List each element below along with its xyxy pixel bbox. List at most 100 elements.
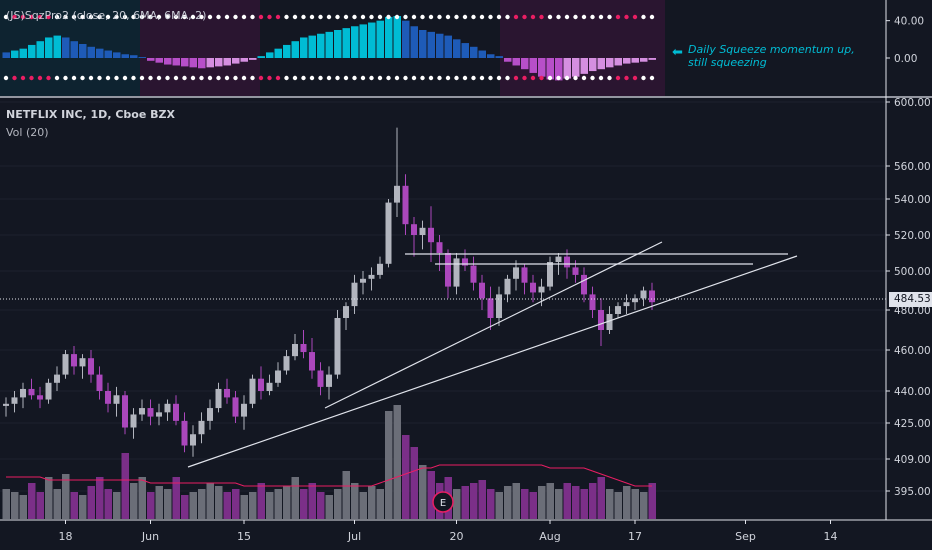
candle-body bbox=[249, 378, 256, 404]
squeeze-dot bbox=[649, 14, 655, 20]
squeeze-dot bbox=[360, 75, 366, 81]
candle-body bbox=[292, 344, 298, 357]
squeeze-dot bbox=[369, 14, 374, 20]
candle-body bbox=[326, 374, 332, 387]
candle-body bbox=[589, 294, 596, 310]
candle-body bbox=[368, 274, 375, 279]
candle-body bbox=[445, 253, 451, 287]
squeeze-dot bbox=[607, 14, 612, 20]
squeeze-dot bbox=[241, 75, 247, 81]
volume-bar bbox=[28, 483, 36, 519]
candle-body bbox=[538, 286, 545, 293]
price-tick-label: 560.00 bbox=[894, 161, 931, 173]
candle-body bbox=[224, 388, 230, 398]
squeeze-dot bbox=[462, 75, 468, 81]
squeeze-dot bbox=[88, 75, 94, 81]
squeeze-bar bbox=[555, 58, 563, 81]
squeeze-dot bbox=[428, 14, 434, 20]
squeeze-dot bbox=[564, 75, 570, 81]
squeeze-dot bbox=[122, 75, 128, 81]
trendline-upper[interactable] bbox=[324, 241, 663, 409]
squeeze-dot bbox=[190, 75, 196, 81]
squeeze-bar bbox=[240, 58, 248, 62]
candle-body bbox=[402, 185, 409, 225]
volume-bar bbox=[402, 435, 410, 519]
squeeze-bar bbox=[495, 56, 503, 58]
volume-bar bbox=[385, 411, 393, 519]
squeeze-dot bbox=[71, 14, 77, 20]
squeeze-bar bbox=[470, 46, 478, 58]
candle-body bbox=[547, 262, 553, 287]
time-tick-label: Aug bbox=[539, 530, 560, 543]
candle-body bbox=[487, 298, 494, 318]
candle-body bbox=[11, 397, 18, 404]
symbol-title[interactable]: NETFLIX INC, 1D, Cboe BZX bbox=[6, 108, 175, 121]
squeeze-dot bbox=[556, 75, 561, 81]
candle-body bbox=[640, 290, 647, 299]
volume-bar bbox=[240, 495, 248, 519]
squeeze-bar bbox=[274, 48, 282, 58]
squeeze-bar bbox=[300, 37, 308, 58]
volume-bar bbox=[19, 495, 27, 519]
squeeze-bar bbox=[53, 35, 61, 58]
squeeze-dot bbox=[641, 75, 646, 81]
squeeze-bar bbox=[342, 28, 350, 58]
squeeze-dot bbox=[131, 75, 136, 81]
squeeze-bar bbox=[308, 35, 316, 58]
squeeze-dot bbox=[37, 14, 43, 20]
squeeze-dot bbox=[182, 14, 187, 20]
squeeze-dot bbox=[411, 14, 417, 20]
squeeze-dot bbox=[335, 14, 340, 20]
squeeze-dot bbox=[505, 75, 510, 81]
squeeze-dot bbox=[207, 14, 213, 20]
squeeze-dot bbox=[437, 14, 442, 20]
squeeze-dot bbox=[573, 75, 578, 81]
candle-body bbox=[462, 258, 468, 266]
candle-body bbox=[598, 310, 604, 330]
candle-body bbox=[317, 370, 324, 387]
candle-body bbox=[300, 344, 307, 353]
trendlines bbox=[187, 241, 798, 468]
last-price-tag: 484.53 bbox=[889, 292, 932, 307]
squeeze-dot bbox=[581, 14, 587, 20]
squeeze-dot bbox=[420, 14, 425, 20]
squeeze-dot bbox=[394, 75, 400, 81]
candle-body bbox=[572, 267, 579, 275]
squeeze-bar bbox=[623, 58, 631, 64]
squeeze-dot bbox=[54, 14, 60, 20]
candle-body bbox=[198, 420, 205, 435]
candle-body bbox=[190, 434, 196, 446]
squeeze-dot bbox=[233, 75, 238, 81]
volume-bar bbox=[597, 477, 605, 519]
volume-bars bbox=[2, 405, 656, 519]
indicator-label[interactable]: (JS)SqzPro2 (close, 20, 6MA, 6MA, 2) bbox=[6, 9, 207, 22]
candle-body bbox=[147, 408, 154, 417]
volume-bar bbox=[189, 492, 197, 519]
time-tick-label: Jun bbox=[141, 530, 159, 543]
squeeze-bar bbox=[113, 52, 121, 58]
squeeze-dot bbox=[360, 14, 366, 20]
volume-label[interactable]: Vol (20) bbox=[6, 126, 49, 139]
squeeze-dot bbox=[309, 75, 315, 81]
squeeze-dot bbox=[530, 14, 536, 20]
squeeze-dot bbox=[632, 75, 638, 81]
squeeze-bar bbox=[529, 58, 537, 73]
volume-bar bbox=[614, 492, 622, 519]
volume-bar bbox=[147, 492, 155, 519]
squeeze-dot bbox=[63, 14, 68, 20]
volume-bar bbox=[648, 483, 656, 519]
squeeze-dot bbox=[386, 14, 391, 20]
earnings-marker[interactable]: E bbox=[432, 491, 454, 513]
candle-body bbox=[428, 227, 434, 243]
candle-body bbox=[266, 382, 273, 391]
squeeze-dot bbox=[649, 75, 655, 81]
squeeze-dot bbox=[301, 75, 306, 81]
time-tick-label: 15 bbox=[237, 530, 251, 543]
candle-body bbox=[555, 256, 562, 262]
trendline-lower[interactable] bbox=[187, 255, 798, 468]
annotation-note[interactable]: Daily Squeeze momentum up, still squeezi… bbox=[688, 43, 855, 69]
volume-bar bbox=[572, 486, 580, 519]
volume-bar bbox=[529, 492, 537, 519]
volume-bar bbox=[96, 477, 104, 519]
squeeze-dot bbox=[496, 14, 502, 20]
